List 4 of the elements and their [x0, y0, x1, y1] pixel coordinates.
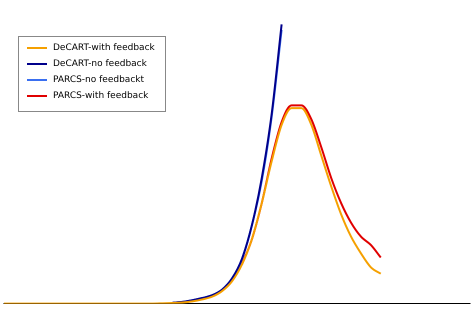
legend-label: PARCS-no feedbackt	[53, 75, 144, 85]
legend-label: DeCART-with feedback	[53, 43, 155, 53]
legend-label: PARCS-with feedback	[53, 91, 148, 101]
legend-label: DeCART-no feedback	[53, 59, 147, 69]
